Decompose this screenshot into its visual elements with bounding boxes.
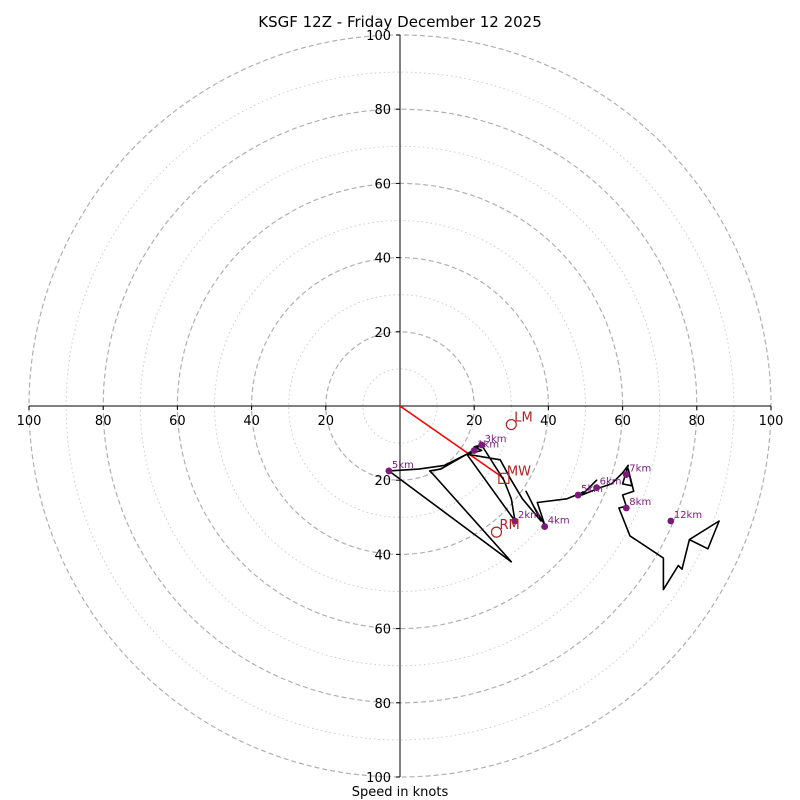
profile-line xyxy=(388,444,513,563)
x-tick-label: 100 xyxy=(759,414,784,429)
y-tick-label: 60 xyxy=(374,177,391,192)
y-tick-label: 100 xyxy=(366,771,391,786)
x-tick-label: 40 xyxy=(243,414,260,429)
x-tick-label: 60 xyxy=(169,414,186,429)
height-point xyxy=(470,447,478,454)
mean-wind-marker xyxy=(498,472,510,484)
height-point-label: 5km xyxy=(392,460,414,471)
height-point-label: 3km xyxy=(485,434,507,445)
x-tick-label: 80 xyxy=(95,414,112,429)
wind-profile xyxy=(388,444,720,591)
profile-line xyxy=(388,444,720,591)
height-point-label: 12km xyxy=(674,510,702,521)
y-tick-label: 60 xyxy=(374,623,391,638)
height-point-label: 2km xyxy=(518,510,540,521)
y-tick-label: 80 xyxy=(374,103,391,118)
height-point xyxy=(385,467,393,475)
height-point-label: 4km xyxy=(548,516,570,527)
storm-motion-marker xyxy=(505,418,517,431)
storm-motion-label: LM xyxy=(514,411,532,426)
storm-motion-markers: LM MW RM xyxy=(490,411,533,538)
y-tick-label: 40 xyxy=(374,548,391,563)
storm-motion-label: MW xyxy=(507,464,531,479)
height-point-label: 5km xyxy=(581,484,603,495)
tick-labels: 100 80 60 40 20 20 40 60 80 100 100 80 60 40 20 20 40 60 8… xyxy=(17,29,784,786)
height-point-label: 6km xyxy=(600,477,622,488)
x-tick-label: 80 xyxy=(689,414,706,429)
x-axis-label: Speed in knots xyxy=(352,785,449,800)
bunkers-vector xyxy=(399,405,505,480)
height-point xyxy=(511,517,519,525)
height-point xyxy=(667,517,675,525)
y-tick-label: 100 xyxy=(366,29,391,44)
height-point xyxy=(574,491,582,499)
y-tick-label: 40 xyxy=(374,252,391,267)
height-point-label: 1km xyxy=(477,440,499,451)
height-point xyxy=(622,504,630,512)
height-point-label: 8km xyxy=(629,497,651,508)
storm-motion-label: RM xyxy=(499,518,519,533)
y-tick-label: 20 xyxy=(374,474,391,489)
mean-wind-vector xyxy=(399,405,505,480)
height-point-label: 7km xyxy=(629,464,651,475)
y-tick-label: 80 xyxy=(374,697,391,712)
height-point xyxy=(478,441,486,449)
x-tick-label: 40 xyxy=(540,414,557,429)
x-tick-label: 20 xyxy=(318,414,335,429)
height-point xyxy=(622,471,630,479)
x-tick-label: 20 xyxy=(466,414,483,429)
y-tick-label: 20 xyxy=(374,326,391,341)
chart-title: KSGF 12Z - Friday December 12 2025 xyxy=(258,13,542,31)
height-point xyxy=(541,523,549,530)
storm-motion-marker xyxy=(490,526,503,538)
height-point xyxy=(593,484,601,492)
x-tick-label: 100 xyxy=(17,414,42,429)
x-tick-label: 60 xyxy=(614,414,631,429)
